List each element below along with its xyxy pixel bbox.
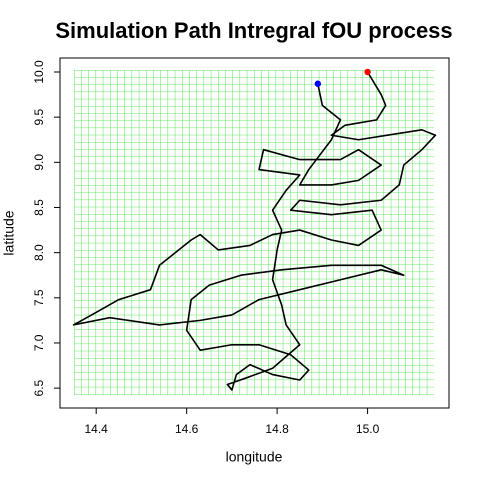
x-tick-label: 15.0 bbox=[356, 422, 380, 436]
grid-mesh bbox=[74, 70, 434, 395]
y-tick-label: 6.5 bbox=[32, 379, 46, 396]
y-tick-label: 10.0 bbox=[32, 60, 46, 84]
path-line bbox=[72, 71, 437, 391]
end-point bbox=[314, 80, 322, 87]
y-tick-label: 7.5 bbox=[32, 289, 46, 306]
x-tick-label: 14.4 bbox=[85, 422, 109, 436]
x-axis-label: longitude bbox=[226, 449, 283, 465]
plot-frame bbox=[59, 57, 450, 409]
y-axis-label: latitude bbox=[1, 210, 17, 255]
y-tick-label: 9.0 bbox=[32, 154, 46, 171]
y-tick-label: 8.5 bbox=[32, 199, 46, 216]
x-tick-label: 14.8 bbox=[265, 422, 289, 436]
y-tick-label: 9.5 bbox=[32, 108, 46, 125]
chart-title: Simulation Path Intregral fOU process bbox=[55, 18, 452, 43]
start-point bbox=[364, 68, 371, 76]
y-tick-label: 8.0 bbox=[32, 244, 46, 261]
x-tick-label: 14.6 bbox=[175, 422, 199, 436]
y-tick-label: 7.0 bbox=[32, 334, 46, 351]
